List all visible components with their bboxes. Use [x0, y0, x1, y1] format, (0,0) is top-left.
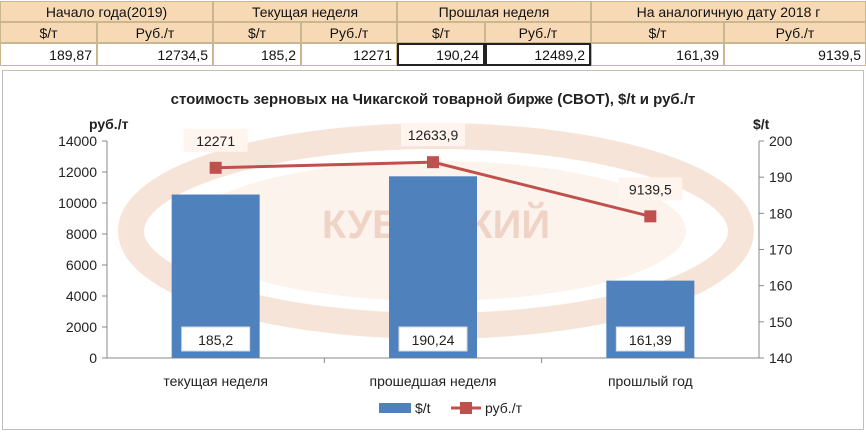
x-tick-label: прошлый год	[608, 373, 693, 389]
y-right-axis-label: $/t	[753, 116, 770, 132]
chart-title: стоимость зерновых на Чикагской товарной…	[171, 91, 696, 108]
legend-label-line: руб./т	[485, 400, 523, 416]
line-data-label: 9139,5	[629, 181, 672, 197]
header-current-week: Текущая неделя	[213, 1, 397, 22]
y-right-tick-label: 160	[769, 278, 793, 294]
value-cell: 190,24	[397, 43, 485, 66]
y-left-tick-label: 0	[89, 350, 97, 366]
y-left-tick-label: 2000	[66, 319, 97, 335]
summary-table: Начало года(2019) Текущая неделя Прошлая…	[0, 0, 866, 67]
y-left-tick-label: 4000	[66, 288, 97, 304]
x-tick-label: прошедшая неделя	[370, 373, 497, 389]
x-tick-label: текущая неделя	[163, 373, 268, 389]
y-right-tick-label: 180	[769, 205, 793, 221]
bar-series: 185,2 190,24 161,39	[171, 176, 695, 358]
table-units-row: $/т Руб./т $/т Руб./т $/т Руб./т $/т Руб…	[0, 22, 866, 43]
bar-data-label-box	[398, 326, 468, 352]
value-cell: 9139,5	[724, 43, 866, 66]
value-cell: 12734,5	[97, 43, 213, 66]
header-previous-week: Прошлая неделя	[397, 1, 591, 22]
line-point	[427, 156, 439, 169]
y-right-tick-label: 200	[769, 133, 793, 149]
table-values-row: 189,87 12734,5 185,2 12271 190,24 12489,…	[0, 43, 866, 66]
chart-container: КУБА СКИЙ И Д стоимость зерновых на Чика…	[2, 70, 864, 430]
y-left-tick-label: 10000	[58, 195, 97, 211]
line-data-label: 12271	[196, 133, 235, 149]
value-cell: 161,39	[591, 43, 724, 66]
value-cell: 185,2	[213, 43, 301, 66]
bar-data-label-box	[181, 326, 251, 352]
line-data-label-box	[618, 177, 683, 201]
line-point	[644, 210, 657, 223]
line-data-label-box	[183, 128, 248, 152]
unit-cell: $/т	[591, 22, 724, 43]
line-series: 12271 12633,9 9139,5	[183, 123, 683, 223]
header-start-of-year: Начало года(2019)	[0, 1, 213, 22]
value-cell: 189,87	[0, 43, 97, 66]
unit-cell: Руб./т	[724, 22, 866, 43]
y-right-tick-label: 170	[769, 242, 793, 258]
line-data-label-box	[401, 123, 465, 147]
value-cell: 12489,2	[485, 43, 591, 66]
unit-cell: $/т	[213, 22, 301, 43]
header-same-date-2018: На аналогичную дату 2018 г	[591, 1, 866, 22]
y-left-tick-label: 6000	[66, 257, 97, 273]
chart-svg: КУБА СКИЙ И Д стоимость зерновых на Чика…	[58, 91, 793, 416]
unit-cell: $/т	[0, 22, 97, 43]
legend-swatch-marker	[460, 402, 472, 414]
bar-data-label: 190,24	[412, 332, 455, 348]
bar-data-label: 185,2	[198, 332, 233, 348]
y-right-tick-label: 190	[769, 169, 793, 185]
y-right-tick-label: 140	[769, 350, 793, 366]
y-right-tick-label: 150	[769, 314, 793, 330]
line-point	[209, 161, 222, 174]
legend: $/t руб./т	[379, 400, 523, 416]
unit-cell: $/т	[397, 22, 485, 43]
y-left-tick-label: 12000	[58, 164, 97, 180]
bar-data-label-box	[615, 326, 685, 352]
y-left-axis-label: руб./т	[89, 116, 129, 132]
value-cell: 12271	[301, 43, 397, 66]
unit-cell: Руб./т	[301, 22, 397, 43]
bar-data-label: 161,39	[629, 332, 672, 348]
table-header-row: Начало года(2019) Текущая неделя Прошлая…	[0, 1, 866, 22]
unit-cell: Руб./т	[97, 22, 213, 43]
legend-label-bars: $/t	[415, 400, 431, 416]
y-left-tick-label: 8000	[66, 226, 97, 242]
y-left-tick-label: 14000	[58, 133, 97, 149]
unit-cell: Руб./т	[485, 22, 591, 43]
line-data-label: 12633,9	[408, 127, 459, 143]
legend-swatch-bars	[379, 403, 411, 413]
